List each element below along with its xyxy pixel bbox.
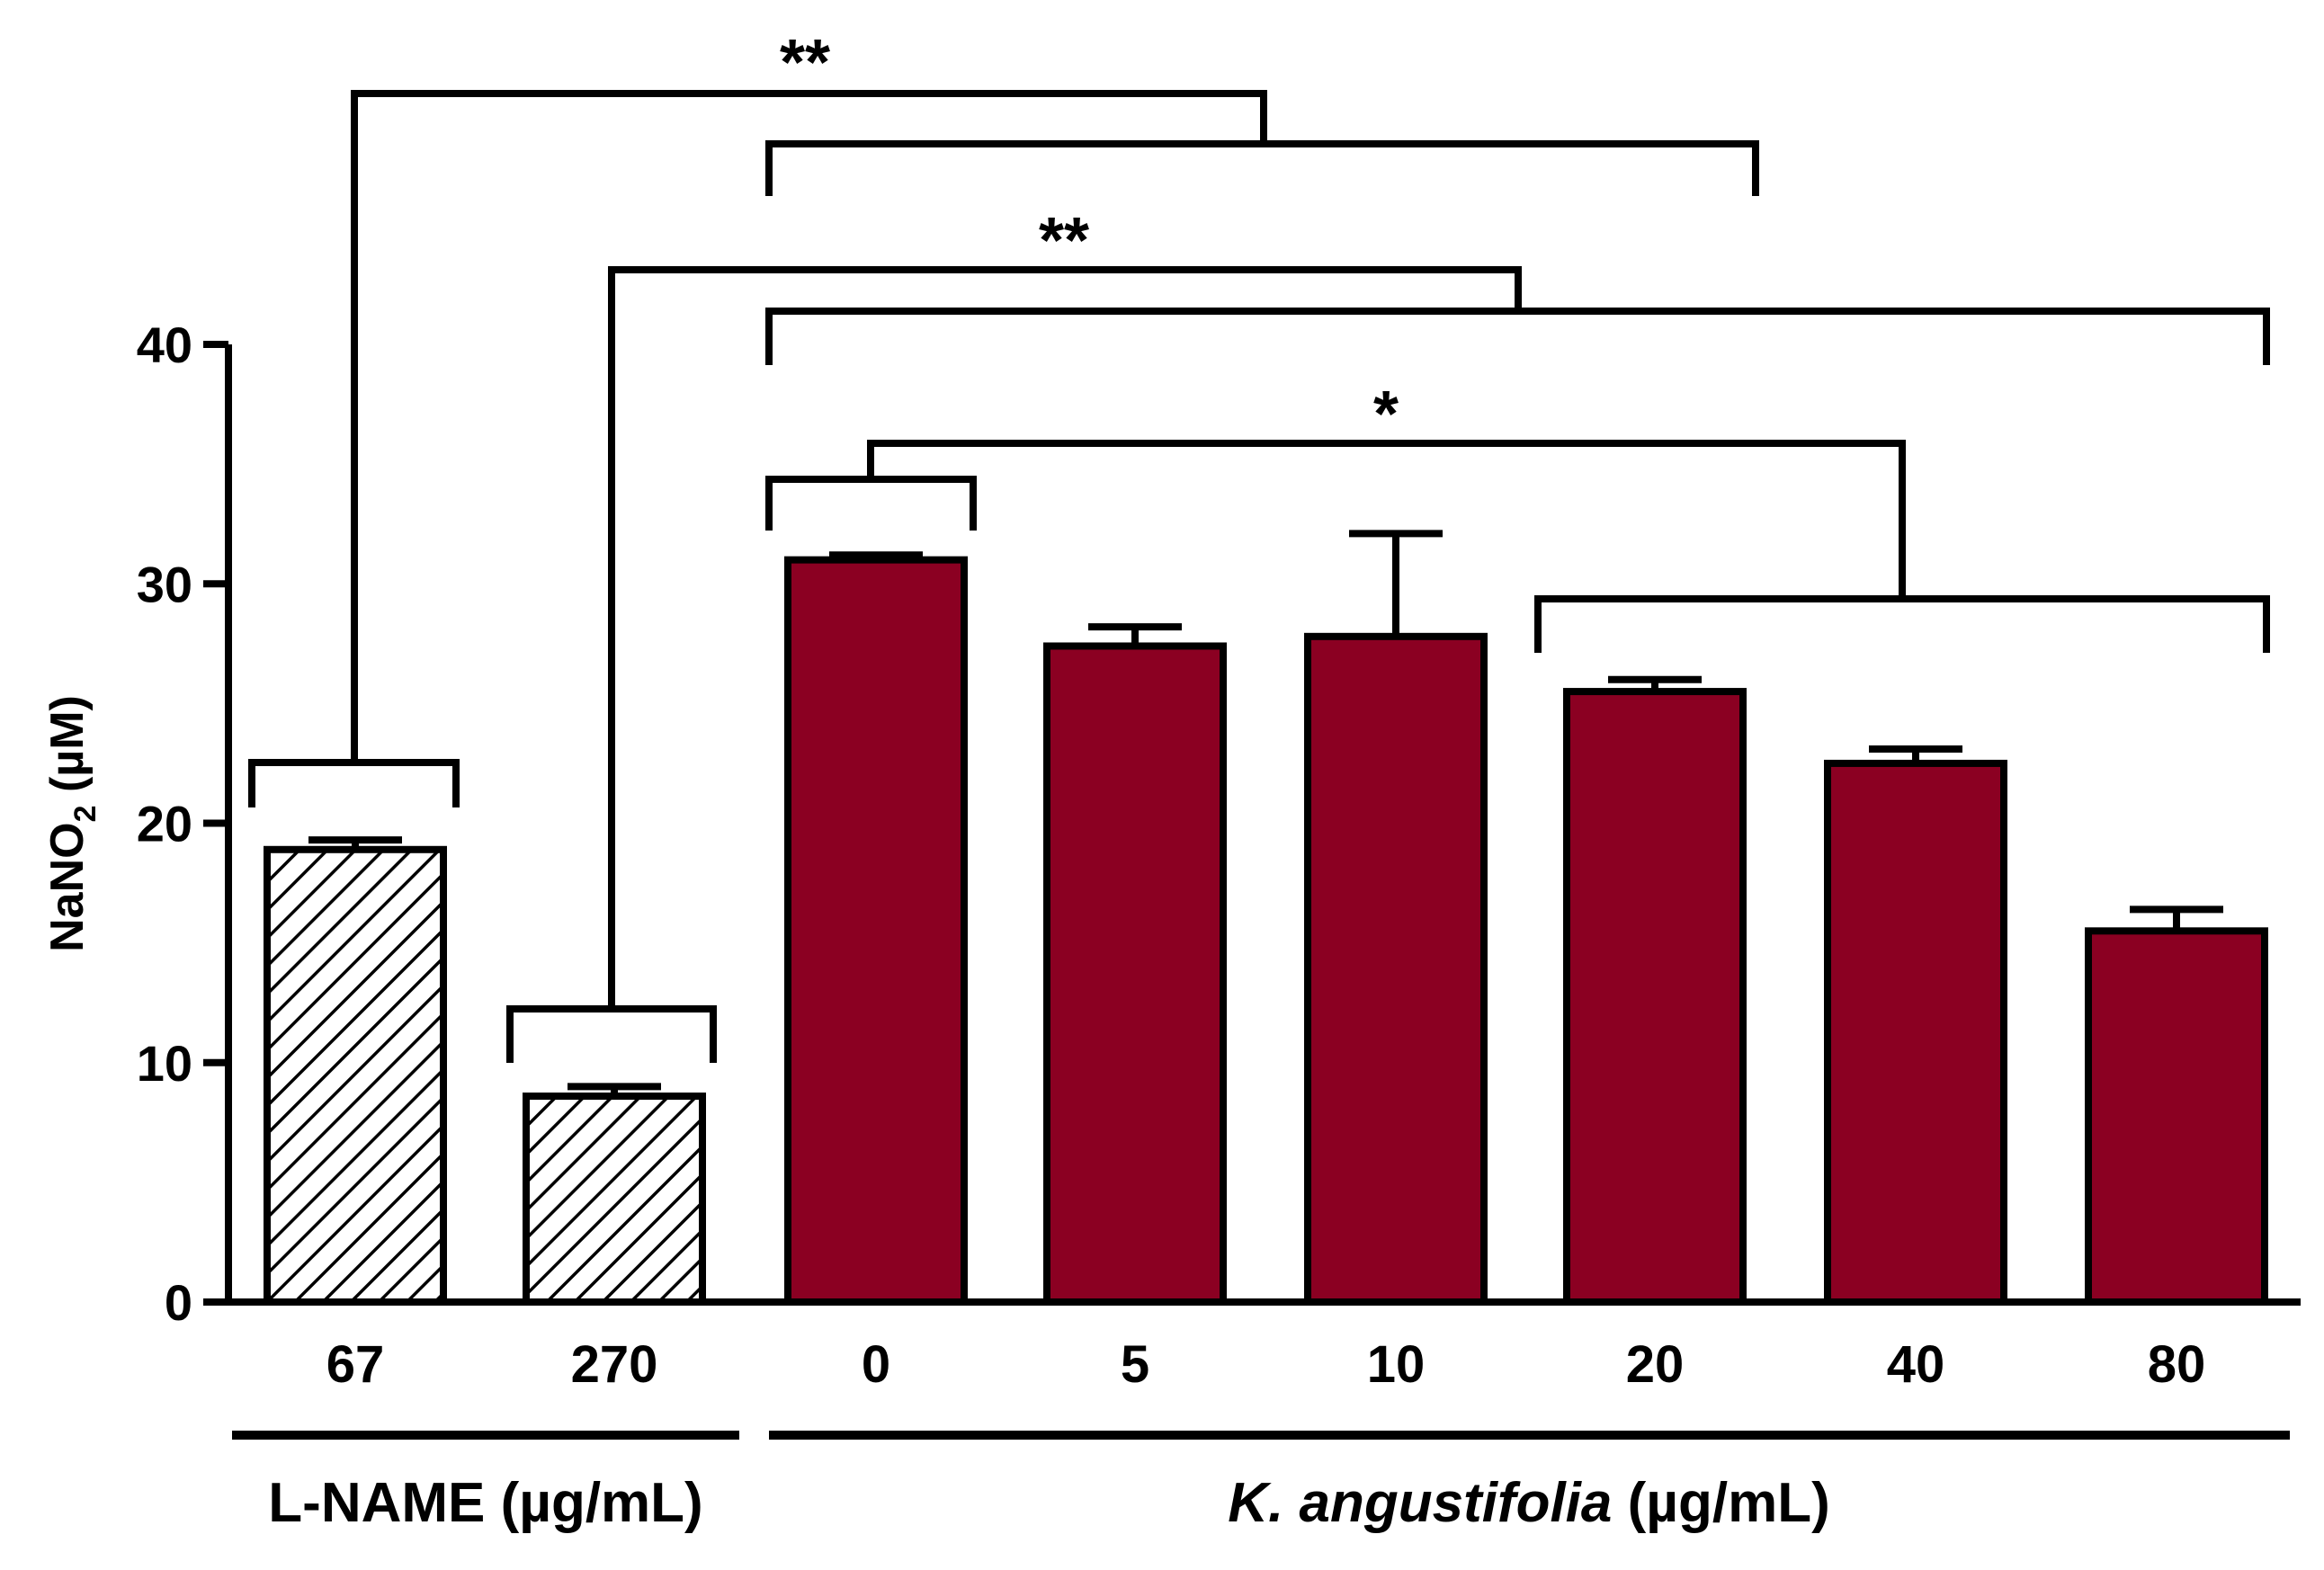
- x-tick-label: 0: [862, 1335, 890, 1394]
- significance-brackets: *****: [248, 27, 2270, 1063]
- labels: 67 270 0 5 10 20 40 80 L-NAME (µg/mL) K. angustif…: [232, 1335, 2290, 1534]
- x-tick-label: 67: [326, 1335, 385, 1394]
- x-tick-label: 5: [1121, 1335, 1149, 1394]
- y-tick-label: 40: [137, 317, 192, 373]
- bar-20: [1563, 688, 1747, 1306]
- bar-5: [1043, 642, 1227, 1306]
- group-label-italic: K. angustifolia: [1228, 1472, 1612, 1534]
- bar-80: [2085, 927, 2268, 1306]
- y-axis-label-main: NaNO: [41, 822, 94, 951]
- bar-270: [523, 1093, 706, 1307]
- significance-bracket-1: **: [506, 205, 2270, 1063]
- group-label-unit: (µg/mL): [1612, 1472, 1829, 1534]
- y-tick-label: 0: [165, 1274, 192, 1331]
- left-bracket: [765, 476, 977, 531]
- right-bracket: [1534, 595, 2270, 653]
- x-tick-label: 10: [1367, 1335, 1426, 1394]
- y-axis-label-subscript: 2: [68, 805, 103, 822]
- connector-bracket: [867, 440, 1906, 599]
- significance-label: *: [1373, 379, 1399, 450]
- group-label-kangustifolia: K. angustifolia (µg/mL): [1228, 1472, 1829, 1534]
- y-tick-label: 30: [137, 556, 192, 612]
- bar-40: [1824, 759, 2007, 1306]
- group-label-lname: L-NAME (µg/mL): [268, 1472, 702, 1534]
- significance-bracket-0: **: [248, 27, 1759, 807]
- y-axis-label-unit: (µM): [41, 695, 94, 805]
- bar-67: [264, 845, 447, 1306]
- connector-bracket: [608, 266, 1522, 1009]
- x-tick-label: 80: [2148, 1335, 2206, 1394]
- y-tick-label: 20: [137, 796, 192, 852]
- bar-10: [1304, 632, 1488, 1306]
- right-bracket: [765, 308, 2270, 365]
- right-bracket: [765, 140, 1759, 196]
- significance-label: **: [1039, 205, 1089, 277]
- left-bracket: [506, 1005, 717, 1063]
- x-tick-label: 270: [571, 1335, 658, 1394]
- left-bracket: [248, 759, 460, 807]
- x-tick-label: 40: [1887, 1335, 1945, 1394]
- connector-bracket: [351, 90, 1267, 763]
- bar-0: [784, 556, 968, 1306]
- bars: [264, 530, 2268, 1307]
- significance-bracket-2: *: [765, 379, 2270, 653]
- significance-label: **: [780, 27, 830, 99]
- x-tick-label: 20: [1626, 1335, 1685, 1394]
- y-axis-label: NaNO2 (µM): [41, 695, 103, 952]
- y-tick-label: 10: [137, 1035, 192, 1092]
